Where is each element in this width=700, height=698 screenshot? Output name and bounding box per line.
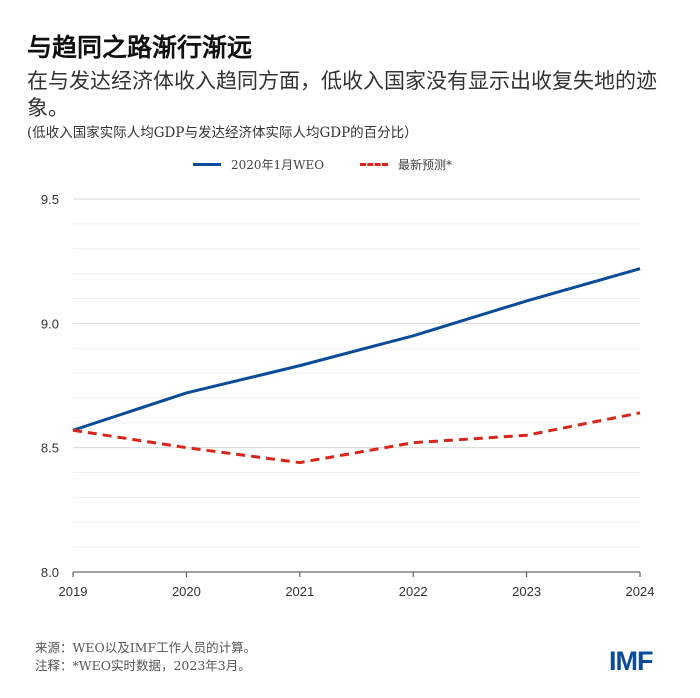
legend-label: 最新预测*: [398, 158, 453, 172]
y-tick-label: 8.0: [41, 565, 59, 580]
imf-logo: IMF: [609, 646, 653, 676]
note: 注释：*WEO实时数据，2023年3月。: [35, 658, 251, 673]
legend-swatch-solid: [193, 163, 221, 166]
chart-subtitle: 在与发达经济体收入趋同方面，低收入国家没有显示出收复失地的迹象。: [27, 69, 657, 120]
source-note: 来源：WEO以及IMF工作人员的计算。: [35, 640, 257, 655]
legend-item-weo-2020: 2020年1月WEO: [193, 156, 324, 173]
x-tick-label: 2019: [59, 584, 88, 599]
legend-item-latest: 最新预测*: [360, 156, 452, 173]
series-line-0: [72, 267, 641, 432]
x-tick-label: 2021: [285, 584, 314, 599]
legend-swatch-dashed: [360, 163, 388, 166]
x-tick-label: 2020: [172, 584, 201, 599]
x-tick-label: 2022: [399, 584, 428, 599]
series-line-1: [72, 411, 641, 465]
x-tick-label: 2024: [626, 584, 655, 599]
footnotes: 来源：WEO以及IMF工作人员的计算。 注释：*WEO实时数据，2023年3月。: [35, 639, 256, 675]
y-tick-label: 9.5: [41, 192, 59, 207]
unit-label: (低收入国家实际人均GDP与发达经济体实际人均GDP的百分比）: [27, 125, 418, 141]
y-tick-label: 8.5: [41, 441, 59, 456]
x-tick-label: 2023: [512, 584, 541, 599]
chart-title: 与趋同之路渐行渐远: [27, 33, 253, 62]
y-tick-label: 9.0: [41, 316, 59, 331]
legend-label: 2020年1月WEO: [231, 158, 325, 172]
